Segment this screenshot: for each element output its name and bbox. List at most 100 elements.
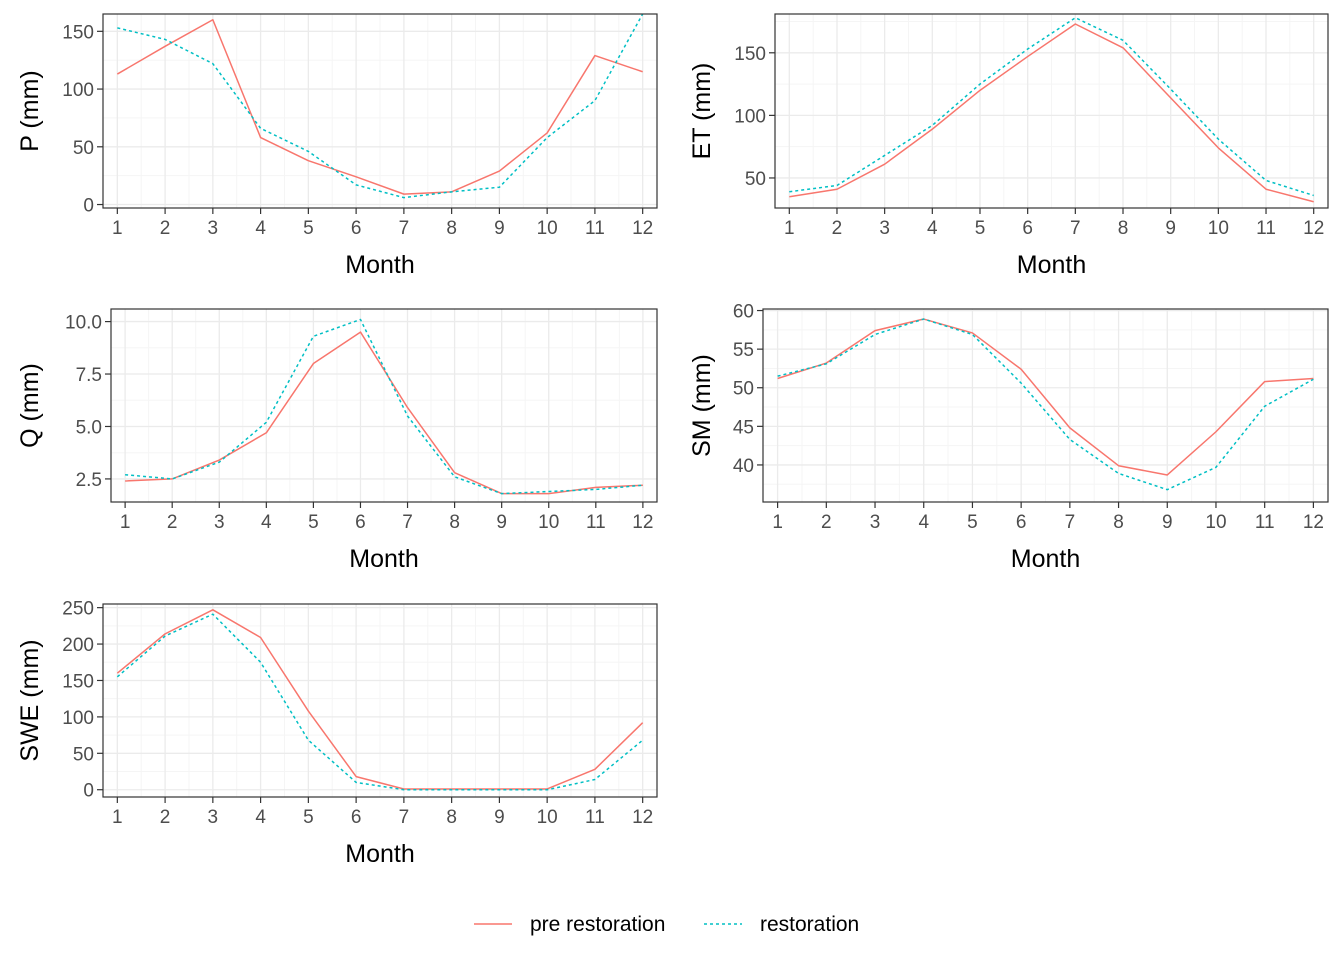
y-axis-title: SM (mm)	[688, 354, 716, 457]
x-axis-title: Month	[345, 251, 414, 279]
x-tick-label: 6	[351, 807, 362, 828]
series-line-restoration	[125, 318, 643, 495]
x-tick-label: 2	[821, 512, 832, 533]
x-tick-label: 4	[255, 218, 266, 239]
x-tick-label: 2	[160, 218, 171, 239]
x-tick-label: 6	[355, 512, 366, 533]
x-tick-label: 10	[538, 512, 559, 533]
x-tick-label: 9	[1162, 512, 1173, 533]
x-tick-label: 11	[1256, 218, 1276, 239]
x-tick-label: 9	[1165, 218, 1176, 239]
x-tick-label: 5	[308, 512, 319, 533]
x-tick-label: 12	[1303, 512, 1324, 533]
x-tick-label: 1	[112, 807, 123, 828]
x-tick-label: 6	[351, 218, 362, 239]
x-tick-label: 8	[1113, 512, 1124, 533]
legend-label-pre-restoration: pre restoration	[530, 913, 665, 936]
x-tick-label: 5	[975, 218, 986, 239]
x-tick-label: 8	[1118, 218, 1129, 239]
x-tick-label: 10	[537, 218, 558, 239]
x-tick-label: 2	[167, 512, 178, 533]
y-tick-label: 50	[73, 744, 94, 765]
x-tick-label: 10	[537, 807, 558, 828]
y-tick-label: 55	[733, 340, 754, 361]
y-tick-label: 2.5	[76, 470, 102, 491]
x-tick-label: 4	[255, 807, 266, 828]
y-tick-label: 45	[733, 417, 754, 438]
x-tick-label: 1	[772, 512, 783, 533]
series-line-restoration	[777, 318, 1314, 491]
y-tick-label: 100	[734, 106, 766, 127]
x-tick-label: 6	[1016, 512, 1027, 533]
y-axis-title: ET (mm)	[688, 63, 716, 160]
y-tick-label: 50	[73, 138, 94, 159]
x-tick-label: 11	[585, 807, 605, 828]
series-line-restoration	[116, 613, 644, 791]
x-tick-label: 8	[446, 807, 457, 828]
y-tick-label: 60	[733, 302, 754, 323]
x-tick-label: 7	[399, 807, 410, 828]
x-tick-label: 2	[160, 807, 171, 828]
y-tick-label: 7.5	[76, 365, 102, 386]
x-tick-label: 11	[1255, 512, 1275, 533]
y-axis-title: Q (mm)	[16, 363, 44, 448]
x-axis-title: Month	[1011, 545, 1080, 573]
y-tick-label: 150	[62, 671, 94, 692]
panel-border	[774, 13, 1329, 209]
series-line-pre-restoration	[125, 331, 643, 495]
x-tick-label: 3	[879, 218, 890, 239]
x-tick-label: 12	[632, 807, 653, 828]
series-line-pre-restoration	[116, 19, 643, 195]
x-tick-label: 12	[1303, 218, 1324, 239]
x-tick-label: 1	[784, 218, 795, 239]
series-line-pre-restoration	[789, 23, 1314, 203]
y-tick-label: 50	[733, 379, 754, 400]
series-line-pre-restoration	[777, 318, 1314, 476]
x-tick-label: 2	[832, 218, 843, 239]
x-tick-label: 12	[632, 512, 653, 533]
y-tick-label: 0	[83, 781, 94, 802]
x-tick-label: 5	[303, 807, 314, 828]
series-line-restoration	[789, 17, 1314, 197]
x-tick-label: 7	[399, 218, 410, 239]
panel-border	[762, 308, 1329, 503]
legend-label-restoration: restoration	[760, 913, 859, 936]
series-line-restoration	[117, 13, 644, 199]
x-tick-label: 1	[112, 218, 123, 239]
y-tick-label: 10.0	[65, 313, 102, 334]
x-tick-label: 5	[303, 218, 314, 239]
y-tick-label: 150	[734, 44, 766, 65]
x-axis-title: Month	[349, 545, 418, 573]
y-axis-title: SWE (mm)	[16, 639, 44, 761]
panel-border	[102, 603, 658, 798]
x-axis-title: Month	[1017, 251, 1086, 279]
x-tick-label: 8	[446, 218, 457, 239]
y-tick-label: 100	[62, 708, 94, 729]
x-axis-title: Month	[345, 840, 414, 868]
x-tick-label: 12	[632, 218, 653, 239]
x-tick-label: 11	[585, 218, 605, 239]
y-axis-title: P (mm)	[16, 70, 44, 151]
x-tick-label: 7	[1070, 218, 1081, 239]
x-tick-label: 7	[1065, 512, 1076, 533]
x-tick-label: 9	[494, 807, 505, 828]
x-tick-label: 4	[927, 218, 938, 239]
x-tick-label: 1	[120, 512, 131, 533]
y-tick-label: 40	[733, 456, 754, 477]
x-tick-label: 11	[586, 512, 606, 533]
x-tick-label: 3	[214, 512, 225, 533]
x-tick-label: 3	[208, 807, 219, 828]
x-tick-label: 5	[967, 512, 978, 533]
y-tick-label: 150	[62, 22, 94, 43]
y-tick-label: 5.0	[76, 417, 102, 438]
x-tick-label: 8	[449, 512, 460, 533]
y-tick-label: 50	[745, 169, 766, 190]
panel-border	[102, 13, 658, 209]
x-tick-label: 4	[918, 512, 929, 533]
x-tick-label: 3	[870, 512, 881, 533]
